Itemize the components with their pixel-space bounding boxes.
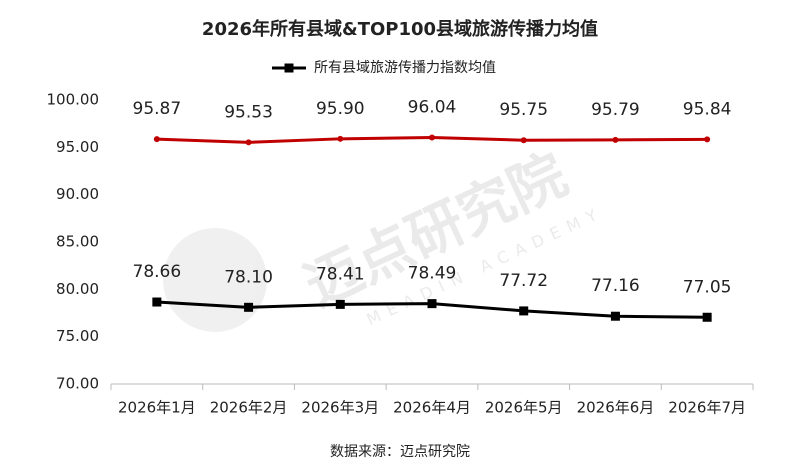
x-tick-label: 2026年6月	[577, 399, 655, 417]
data-label: 96.04	[408, 97, 457, 117]
point	[335, 299, 345, 309]
data-label: 77.05	[683, 277, 732, 297]
data-label: 95.87	[133, 99, 182, 119]
point	[702, 312, 712, 322]
point	[153, 136, 160, 143]
data-label: 95.90	[316, 99, 365, 119]
legend-marker	[284, 63, 294, 73]
point	[427, 299, 437, 309]
data-label: 78.41	[316, 264, 365, 284]
data-label: 77.16	[591, 276, 640, 296]
point	[152, 297, 162, 307]
source: 数据来源：迈点研究院	[330, 444, 470, 460]
data-label: 78.10	[224, 267, 273, 287]
y-tick-label: 100.00	[47, 91, 100, 109]
point	[337, 135, 344, 142]
data-label: 77.72	[499, 271, 548, 291]
point	[245, 139, 252, 146]
point	[612, 136, 619, 143]
x-tick-label: 2026年4月	[393, 399, 471, 417]
data-label: 95.53	[224, 102, 273, 122]
x-tick-label: 2026年3月	[301, 399, 379, 417]
point	[429, 134, 435, 141]
y-tick-label: 85.00	[56, 233, 99, 251]
point	[519, 306, 529, 316]
x-tick-label: 2026年2月	[210, 399, 288, 417]
data-label: 95.79	[591, 100, 640, 120]
data-label: 95.84	[683, 99, 732, 119]
chart-title: 2026年所有县域&TOP100县域旅游传播力均值	[202, 18, 598, 40]
legend-label: 所有县域旅游传播力指数均值	[314, 60, 496, 76]
x-tick-label: 2026年5月	[485, 399, 563, 417]
data-label: 95.75	[499, 100, 548, 120]
point	[244, 302, 254, 312]
y-tick-label: 70.00	[56, 375, 99, 393]
point	[704, 136, 711, 143]
point	[610, 311, 620, 321]
data-label: 78.66	[133, 262, 182, 282]
point	[520, 137, 527, 144]
x-tick-label: 2026年7月	[668, 399, 746, 417]
y-tick-label: 75.00	[56, 327, 99, 345]
data-label: 78.49	[408, 264, 457, 284]
y-tick-label: 80.00	[56, 280, 99, 298]
x-tick-label: 2026年1月	[118, 399, 196, 417]
y-tick-label: 95.00	[56, 138, 99, 156]
y-tick-label: 90.00	[56, 185, 99, 203]
